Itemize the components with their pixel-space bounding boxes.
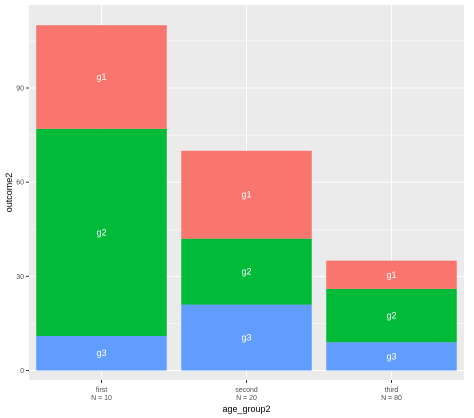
bar-segment-g2: [326, 288, 457, 343]
bar-segment-g1: [181, 150, 312, 239]
bar-segment-g3: [326, 342, 457, 371]
segment-label-g1: g1: [386, 270, 396, 280]
bar-segment-g1: [36, 25, 167, 129]
x-tick-label: first N = 10: [91, 387, 112, 402]
segment-label-g1: g1: [241, 190, 251, 200]
y-axis: 0 30 60 90: [16, 86, 29, 375]
segment-label-g3: g3: [241, 333, 251, 343]
y-axis-title: outcome2: [4, 173, 14, 213]
y-tick-label: 30: [16, 274, 24, 281]
x-tick-label: third N = 80: [381, 387, 402, 402]
bars: [36, 25, 457, 371]
segment-label-g2: g2: [241, 267, 251, 277]
segment-labels: g3 g2 g1 g3 g2 g1 g3 g2 g1: [96, 72, 396, 361]
bar-segment-g2: [181, 238, 312, 305]
x-axis: first N = 10 second N = 20 third N = 80: [91, 380, 402, 402]
bar-segment-g3: [181, 304, 312, 371]
bar-segment-g1: [326, 260, 457, 289]
y-tick-label: 0: [20, 368, 24, 375]
bar-segment-g2: [36, 128, 167, 336]
segment-label-g3: g3: [96, 348, 106, 358]
y-tick-label: 60: [16, 180, 24, 187]
segment-label-g1: g1: [96, 72, 106, 82]
segment-label-g3: g3: [386, 351, 396, 361]
x-axis-title: age_group2: [222, 404, 270, 414]
segment-label-g2: g2: [96, 227, 106, 237]
y-tick-label: 90: [16, 86, 24, 93]
segment-label-g2: g2: [386, 311, 396, 321]
x-tick-label: second N = 20: [235, 387, 258, 402]
bar-segment-g3: [36, 335, 167, 371]
